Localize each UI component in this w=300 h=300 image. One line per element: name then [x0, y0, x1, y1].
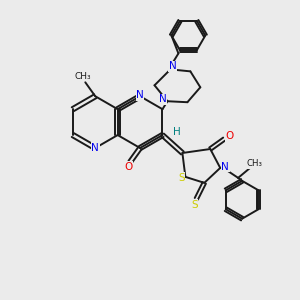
- Text: H: H: [172, 127, 180, 137]
- Text: O: O: [124, 162, 132, 172]
- Text: CH₃: CH₃: [74, 72, 91, 81]
- Text: O: O: [225, 131, 233, 141]
- Text: CH₃: CH₃: [246, 159, 262, 168]
- Text: N: N: [92, 143, 99, 153]
- Text: S: S: [178, 173, 185, 183]
- Text: N: N: [159, 94, 167, 104]
- Text: N: N: [169, 61, 176, 71]
- Text: N: N: [136, 90, 144, 100]
- Text: S: S: [191, 200, 198, 210]
- Text: N: N: [221, 162, 229, 172]
